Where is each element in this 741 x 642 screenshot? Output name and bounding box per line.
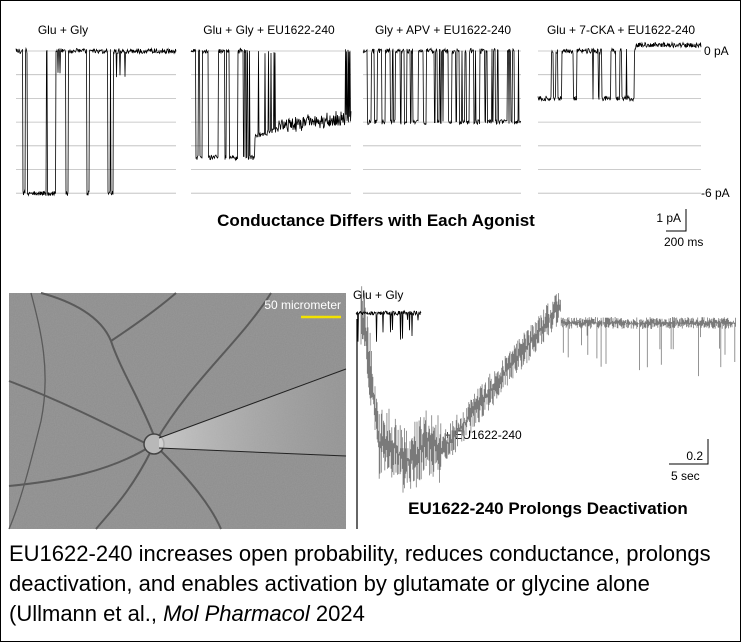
current-trace xyxy=(362,47,522,126)
current-trace xyxy=(190,47,352,162)
level-label: -6 pA xyxy=(701,186,730,200)
black-trace xyxy=(355,309,422,342)
grey-trace xyxy=(360,286,736,493)
caption-text: EU1622-240 increases open probability, r… xyxy=(9,541,711,626)
condition-label: Glu + Gly xyxy=(38,23,88,37)
scale-bar xyxy=(669,439,709,465)
pipette-edge xyxy=(158,447,347,457)
panel-title: Conductance Differs with Each Agonist xyxy=(217,211,535,230)
trace-label: Glu + Gly xyxy=(353,288,403,302)
current-trace xyxy=(537,41,702,102)
scale-label: 0.2 xyxy=(686,449,703,463)
caption-journal: Mol Pharmacol xyxy=(163,601,310,626)
caption: EU1622-240 increases open probability, r… xyxy=(9,539,734,629)
scale-label: 5 sec xyxy=(671,469,700,483)
figure-graphics: Glu + Gly Glu + Gly + EU1622-240 Gly + A… xyxy=(8,23,736,530)
panel-title: EU1622-240 Prolongs Deactivation xyxy=(408,499,688,518)
image-scale-label: 50 micrometer xyxy=(264,298,341,312)
pipette-edge xyxy=(158,368,347,439)
scale-label: 1 pA xyxy=(656,211,681,225)
micrograph: 50 micrometer xyxy=(8,292,347,530)
top-panel: Glu + Gly Glu + Gly + EU1622-240 Gly + A… xyxy=(15,23,730,249)
level-label: 0 pA xyxy=(704,44,729,58)
caption-year: 2024 xyxy=(309,601,365,626)
current-trace xyxy=(15,47,177,197)
condition-label: Glu + Gly + EU1622-240 xyxy=(203,23,335,37)
condition-label: Gly + APV + EU1622-240 xyxy=(375,23,511,37)
scale-bar xyxy=(666,209,687,232)
pipette xyxy=(159,369,346,456)
scale-label: 200 ms xyxy=(664,235,703,249)
neurites xyxy=(8,292,272,530)
bottom-panel: Glu + Gly + EU1622-240 0.2 5 sec EU1622-… xyxy=(353,286,736,529)
condition-label: Glu + 7-CKA + EU1622-240 xyxy=(547,23,695,37)
